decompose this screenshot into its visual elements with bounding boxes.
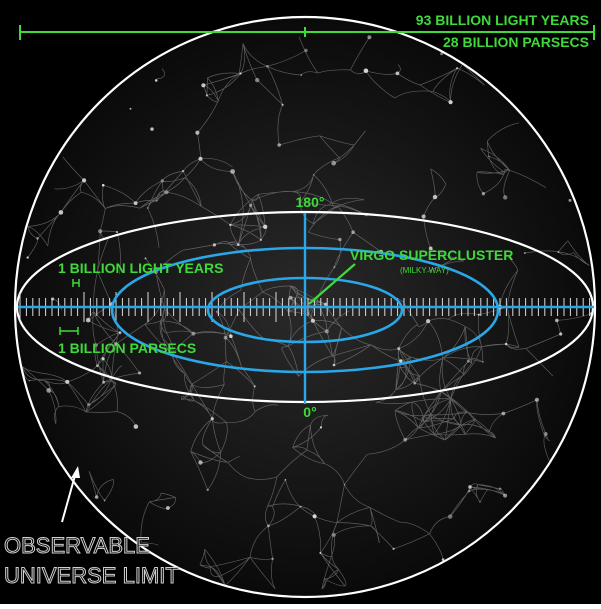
virgo-supercluster-label: VIRGO SUPERCLUSTER — [350, 247, 513, 263]
boundary-pointer-arrowhead — [71, 466, 80, 478]
scale-parsecs-label: 28 BILLION PARSECS — [443, 34, 589, 50]
scale-light-years-label: 93 BILLION LIGHT YEARS — [416, 12, 589, 28]
light-years-scale-label: 1 BILLION LIGHT YEARS — [58, 260, 223, 276]
boundary-pointer-line — [61, 471, 77, 523]
light-years-scale-marker — [72, 279, 80, 287]
milky-way-label: (MILKY WAY) — [400, 266, 449, 275]
parsecs-scale-marker — [59, 327, 79, 335]
observable-label: OBSERVABLE — [4, 533, 150, 558]
virgo-pointer-line — [308, 263, 356, 305]
angle-bottom-label: 0° — [303, 404, 316, 420]
top-scale-bar — [19, 25, 595, 40]
angle-top-label: 180° — [296, 194, 325, 210]
universe-limit-label: UNIVERSE LIMIT — [4, 563, 179, 588]
parsecs-scale-label: 1 BILLION PARSECS — [58, 340, 196, 356]
observable-universe-boundary — [13, 15, 597, 599]
